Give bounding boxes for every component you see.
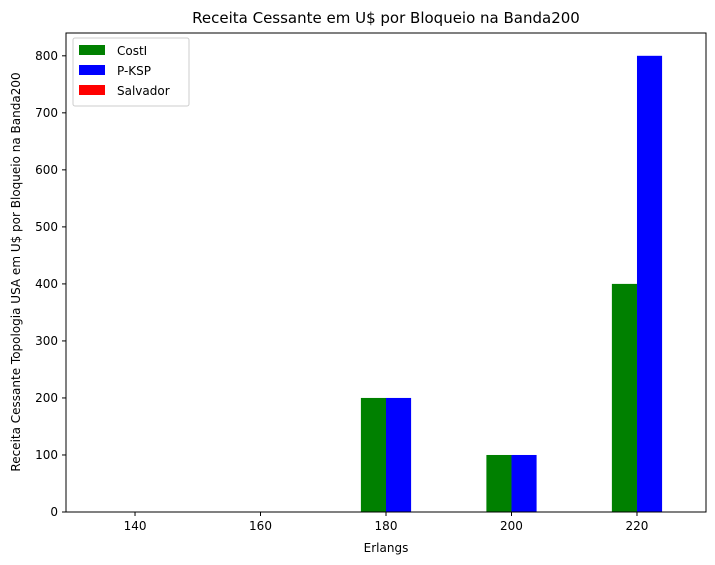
y-tick-label: 800 bbox=[35, 49, 58, 63]
legend-label: Salvador bbox=[117, 84, 170, 98]
y-tick-label: 100 bbox=[35, 448, 58, 462]
y-tick-label: 700 bbox=[35, 106, 58, 120]
y-tick-label: 200 bbox=[35, 391, 58, 405]
legend-swatch bbox=[79, 65, 105, 75]
bar-costi-200 bbox=[486, 454, 512, 512]
bar-p-ksp-180 bbox=[386, 397, 412, 512]
legend-swatch bbox=[79, 45, 105, 55]
y-tick-label: 600 bbox=[35, 163, 58, 177]
y-tick-label: 0 bbox=[50, 505, 58, 519]
bar-costi-180 bbox=[360, 397, 386, 512]
bar-p-ksp-220 bbox=[636, 55, 663, 513]
bar-p-ksp-200 bbox=[511, 454, 537, 512]
x-axis: 140 160 180 200 220 bbox=[124, 512, 649, 533]
bars-group bbox=[360, 55, 663, 513]
legend-label: CostI bbox=[117, 44, 147, 58]
x-axis-label: Erlangs bbox=[364, 541, 409, 555]
x-tick-label: 220 bbox=[626, 519, 649, 533]
y-axis-label: Receita Cessante Topologia USA em U$ por… bbox=[9, 72, 23, 471]
x-tick-label: 180 bbox=[375, 519, 398, 533]
y-tick-label: 500 bbox=[35, 220, 58, 234]
legend: CostI P-KSP Salvador bbox=[72, 37, 190, 107]
chart-title: Receita Cessante em U$ por Bloqueio na B… bbox=[192, 9, 580, 27]
x-tick-label: 200 bbox=[500, 519, 523, 533]
legend-label: P-KSP bbox=[117, 64, 151, 78]
legend-swatch bbox=[79, 85, 105, 95]
x-tick-label: 160 bbox=[249, 519, 272, 533]
bar-costi-220 bbox=[611, 283, 637, 512]
y-tick-label: 300 bbox=[35, 334, 58, 348]
y-tick-label: 400 bbox=[35, 277, 58, 291]
y-axis: 0 100 200 300 400 500 600 700 800 bbox=[35, 49, 66, 519]
x-tick-label: 140 bbox=[124, 519, 147, 533]
